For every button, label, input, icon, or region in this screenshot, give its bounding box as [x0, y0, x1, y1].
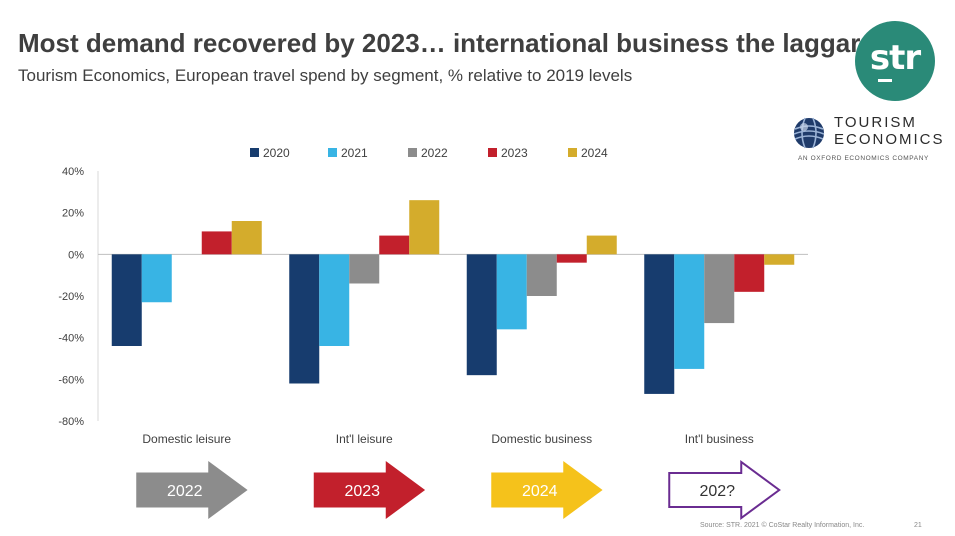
te-logo-tagline: AN OXFORD ECONOMICS COMPANY — [798, 155, 929, 162]
legend-swatch-2022 — [408, 148, 417, 157]
bar-2024-0 — [231, 221, 262, 255]
recovery-arrow-label: 2023 — [344, 483, 380, 500]
recovery-arrow-3 — [668, 460, 781, 520]
bar-2021-1 — [319, 254, 350, 346]
bar-2023-3 — [734, 254, 765, 292]
source-note: Source: STR. 2021 © CoStar Realty Inform… — [700, 522, 865, 529]
page-title: Most demand recovered by 2023… internati… — [18, 28, 877, 58]
legend-label: 2022 — [421, 146, 448, 160]
page-subtitle: Tourism Economics, European travel spend… — [18, 66, 633, 85]
y-tick-label: 40% — [62, 166, 84, 178]
bar-2024-2 — [586, 235, 617, 255]
legend-swatch-2020 — [250, 148, 259, 157]
str-logo: str — [855, 21, 935, 101]
bar-2023-2 — [556, 254, 587, 263]
y-tick-label: -80% — [58, 416, 84, 428]
page-number: 21 — [914, 522, 922, 529]
y-tick-label: -60% — [58, 374, 84, 386]
bar-2020-0 — [111, 254, 142, 346]
bar-2021-2 — [496, 254, 527, 330]
bar-2023-0 — [201, 231, 232, 255]
legend-label: 2020 — [263, 146, 290, 160]
legend-swatch-2023 — [488, 148, 497, 157]
bar-2020-1 — [289, 254, 320, 384]
category-label: Domestic business — [491, 432, 592, 446]
str-logo-underline — [878, 79, 892, 82]
te-logo-line2: ECONOMICS — [834, 131, 945, 148]
bar-2024-3 — [764, 254, 795, 265]
recovery-arrow-label: 2022 — [167, 483, 203, 500]
category-label: Int'l business — [685, 432, 754, 446]
y-tick-label: 0% — [68, 249, 84, 261]
str-logo-text: str — [869, 38, 921, 78]
bar-2021-3 — [674, 254, 705, 369]
bar-2020-3 — [644, 254, 675, 394]
bar-chart: 40% 20% 0% -20% -40% -60% -80% Domestic leisure… — [58, 146, 808, 520]
bar-2022-3 — [704, 254, 735, 324]
y-tick-label: -40% — [58, 333, 84, 345]
bar-2020-2 — [466, 254, 497, 376]
legend-label: 2024 — [581, 146, 608, 160]
bar-2021-0 — [141, 254, 172, 303]
tourism-economics-logo: TOURISM ECONOMICS AN OXFORD ECONOMICS CO… — [790, 114, 950, 166]
category-label: Domestic leisure — [142, 432, 231, 446]
recovery-arrow-2 — [491, 461, 603, 519]
recovery-arrow-label: 202? — [699, 483, 735, 500]
legend-swatch-2024 — [568, 148, 577, 157]
y-tick-label: -20% — [58, 291, 84, 303]
category-label: Int'l leisure — [336, 432, 393, 446]
legend-label: 2023 — [501, 146, 528, 160]
bar-2022-1 — [349, 254, 380, 284]
bar-2023-1 — [379, 235, 410, 255]
bar-2022-2 — [526, 254, 557, 296]
te-logo-line1: TOURISM — [834, 114, 917, 131]
globe-icon — [793, 117, 825, 149]
recovery-arrow-1 — [313, 461, 426, 519]
y-tick-label: 20% — [62, 208, 84, 220]
legend-label: 2021 — [341, 146, 368, 160]
legend-swatch-2021 — [328, 148, 337, 157]
recovery-arrow-0 — [136, 461, 248, 519]
bar-2024-1 — [409, 200, 440, 255]
recovery-arrow-label: 2024 — [522, 483, 558, 500]
